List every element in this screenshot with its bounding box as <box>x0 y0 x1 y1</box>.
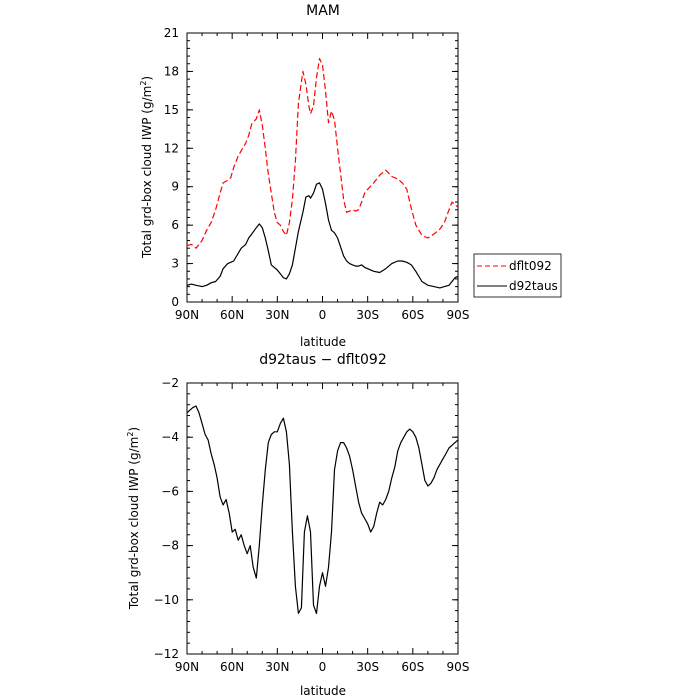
y-tick-label: −4 <box>161 430 179 444</box>
series-line-dflt092 <box>186 58 459 249</box>
bottom-panel: d92taus − dflt092 90N 60N 30N 0 30S 60S 90S −12… <box>126 352 469 698</box>
x-tick-label: 30N <box>265 308 289 322</box>
x-tick-label: 30S <box>356 308 379 322</box>
y-tick-label: 6 <box>171 218 179 232</box>
x-tick-label: 90N <box>175 308 199 322</box>
top-chart-title: MAM <box>306 3 340 19</box>
x-tick-label: 60N <box>220 308 244 322</box>
x-tick-label: 90N <box>175 660 199 674</box>
top-y-axis-label: Total grd-box cloud IWP (g/m2) <box>139 76 154 259</box>
top-x-axis-label: latitude <box>300 335 346 349</box>
y-tick-label: 18 <box>164 64 179 78</box>
y-tick-label: −12 <box>154 647 179 661</box>
bottom-x-axis-label: latitude <box>300 684 346 698</box>
x-tick-label: 30S <box>356 660 379 674</box>
bottom-chart-title: d92taus − dflt092 <box>259 352 386 368</box>
y-tick-label: 21 <box>164 26 179 40</box>
top-panel: MAM 90N 60N 30N 0 30S 60S 90S 0 3 6 9 12 15 18 21 lati… <box>139 3 562 349</box>
y-tick-label: −8 <box>161 539 179 553</box>
legend-label-d92taus: d92taus <box>509 279 558 293</box>
x-tick-label: 60N <box>220 660 244 674</box>
y-tick-label: 15 <box>164 103 179 117</box>
series-line-d92taus <box>186 182 459 289</box>
y-tick-label: 9 <box>171 180 179 194</box>
series-line-diff-0 <box>186 405 459 614</box>
legend-label-dflt092: dflt092 <box>509 259 552 273</box>
x-tick-label: 60S <box>401 660 424 674</box>
y-tick-label: 0 <box>171 295 179 309</box>
top-plot-frame <box>186 32 459 303</box>
bottom-y-axis-label: Total grd-box cloud IWP (g/m2) <box>126 427 141 610</box>
y-tick-label: 12 <box>164 141 179 155</box>
x-tick-label: 30N <box>265 660 289 674</box>
y-tick-label: 3 <box>171 257 179 271</box>
legend-box <box>473 253 562 298</box>
bottom-plot-frame <box>186 382 459 655</box>
x-tick-label: 90S <box>447 308 470 322</box>
x-tick-label: 60S <box>401 308 424 322</box>
y-tick-label: −10 <box>154 593 179 607</box>
y-tick-label: −2 <box>161 376 179 390</box>
x-tick-label: 90S <box>447 660 470 674</box>
x-tick-label: 0 <box>319 308 327 322</box>
legend: dflt092 d92taus <box>473 253 562 298</box>
y-tick-label: −6 <box>161 484 179 498</box>
x-tick-label: 0 <box>319 660 327 674</box>
